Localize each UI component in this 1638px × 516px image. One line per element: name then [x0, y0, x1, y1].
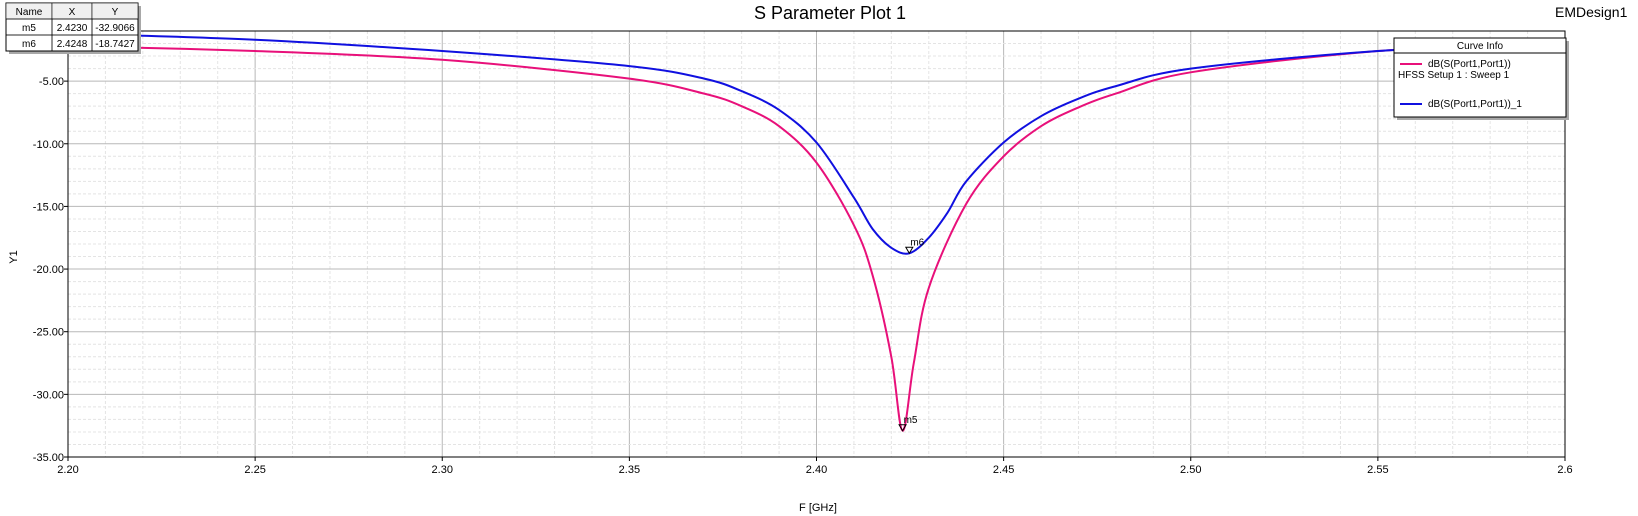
y-tick-label: -30.00 — [33, 389, 64, 401]
marker-table[interactable]: Name X Ym5 2.4230 -32.9066 m6 2.4248 -18.7427 — [5, 2, 141, 54]
x-tick-label: 2.55 — [1367, 464, 1388, 476]
legend-title: Curve Info — [1457, 41, 1504, 52]
x-tick-label: 2.20 — [57, 464, 78, 476]
x-tick-label: 2.6 — [1557, 464, 1572, 476]
axis-ticks: 2.20 2.25 2.30 2.35 2.40 2.45 2.50 2.55 2.6 -5.00… — [33, 76, 1573, 476]
marker-table-value: 2.4230 — [57, 23, 88, 34]
marker-m6-triangle[interactable] — [904, 246, 914, 255]
marker-m6-label: m6 — [910, 237, 924, 248]
marker-table-value: m6 — [22, 39, 36, 50]
marker-table-cell — [91, 34, 139, 52]
legend[interactable]: Curve Info dB(S(Port1,Port1))HFSS Setup 1… — [1393, 37, 1569, 120]
legend-entry-s11-1: dB(S(Port1,Port1))_1 — [1428, 99, 1522, 110]
marker-table-header: Y — [112, 7, 119, 18]
y-axis-title: Y1 — [8, 250, 20, 263]
legend-frame — [1393, 37, 1567, 118]
x-tick-label: 2.40 — [806, 464, 827, 476]
marker-table-value: 2.4248 — [57, 39, 88, 50]
chart-title: S Parameter Plot 1 — [754, 3, 906, 23]
series-line-s11 — [68, 41, 1565, 432]
x-tick-label: 2.45 — [993, 464, 1014, 476]
design-name: EMDesign1 — [1555, 4, 1628, 20]
x-tick-label: 2.25 — [244, 464, 265, 476]
x-axis-title: F [GHz] — [799, 502, 837, 514]
series-group — [68, 32, 1565, 432]
marker-table-value: m5 — [22, 23, 36, 34]
x-tick-label: 2.35 — [619, 464, 640, 476]
marker-m5-label: m5 — [904, 415, 918, 426]
y-tick-label: -20.00 — [33, 264, 64, 276]
series-line-s11-1 — [68, 32, 1565, 255]
marker-table-value: -18.7427 — [95, 39, 135, 50]
y-tick-label: -35.00 — [33, 452, 64, 464]
legend-entry-s11: dB(S(Port1,Port1)) — [1428, 59, 1511, 70]
legend-entry-s11-setup: HFSS Setup 1 : Sweep 1 — [1398, 70, 1510, 81]
x-tick-label: 2.30 — [432, 464, 453, 476]
marker-group: m5 m6 — [898, 237, 925, 432]
y-tick-label: -15.00 — [33, 201, 64, 213]
marker-table-header: X — [69, 7, 76, 18]
marker-m5-triangle[interactable] — [898, 424, 907, 432]
y-tick-label: -5.00 — [39, 76, 64, 88]
marker-table-header: Name — [16, 7, 43, 18]
marker-table-value: -32.9066 — [95, 23, 135, 34]
y-tick-label: -10.00 — [33, 139, 64, 151]
y-tick-label: -25.00 — [33, 327, 64, 339]
x-tick-label: 2.50 — [1180, 464, 1201, 476]
grid — [67, 30, 1566, 458]
